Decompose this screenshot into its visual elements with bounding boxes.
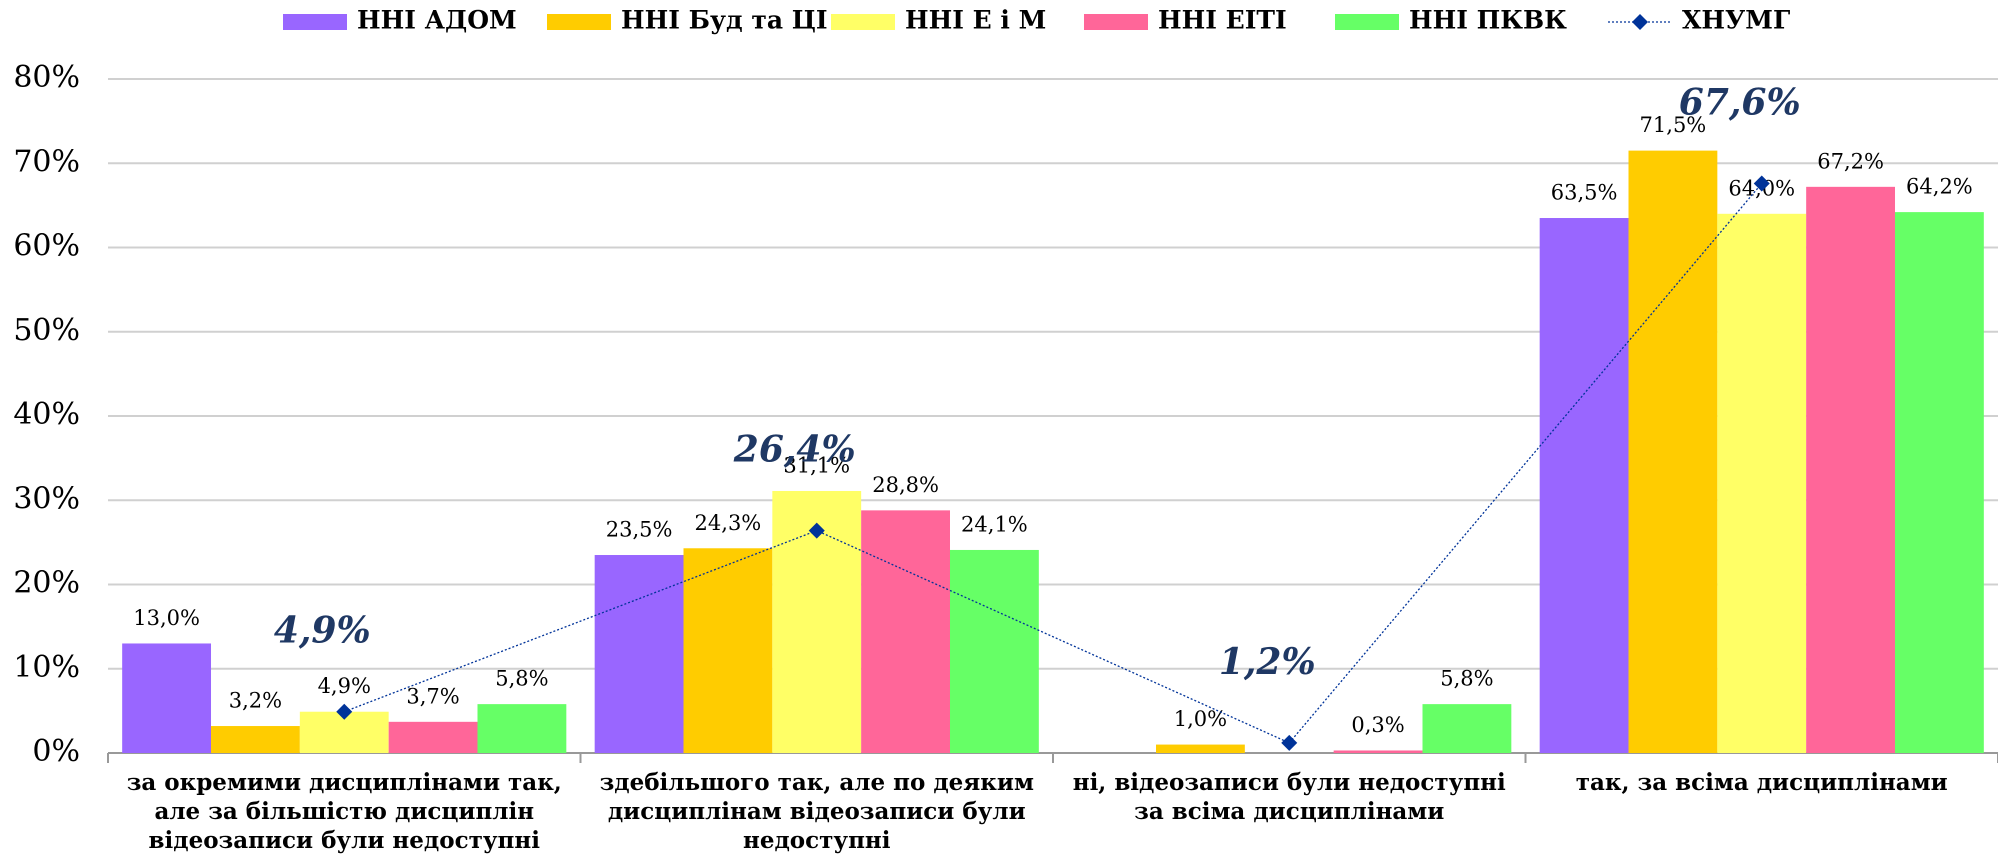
value-label: 1,0% — [1174, 707, 1227, 731]
bar — [1422, 704, 1512, 753]
bar — [1156, 744, 1245, 753]
y-tick-label: 70% — [13, 144, 80, 179]
value-label: 3,2% — [229, 689, 282, 713]
legend-swatch — [547, 14, 611, 30]
legend-swatch — [283, 14, 347, 30]
line-marker — [1753, 175, 1770, 192]
x-tick-label: ні, відеозаписи були недоступні за всіма… — [1072, 769, 1506, 825]
legend-swatch — [1084, 14, 1148, 30]
value-label: 31,1% — [783, 453, 850, 477]
value-label: 71,5% — [1640, 113, 1707, 137]
value-label: 13,0% — [133, 606, 200, 630]
line-marker — [336, 703, 353, 720]
value-label: 0,3% — [1351, 713, 1404, 737]
value-label: 23,5% — [606, 518, 673, 542]
legend-label: ННІ Буд та ЦІ — [621, 6, 828, 35]
bar — [122, 643, 212, 753]
legend-label: ННІ ЕІТІ — [1158, 6, 1287, 35]
line-marker — [1281, 734, 1298, 751]
y-tick-label: 60% — [13, 229, 80, 264]
bar — [1333, 750, 1423, 753]
value-label: 5,8% — [495, 667, 548, 691]
value-label: 28,8% — [872, 473, 939, 497]
bar — [211, 726, 300, 753]
bar — [1628, 150, 1718, 754]
bar — [477, 704, 567, 753]
value-label: 5,8% — [1440, 667, 1493, 691]
bar — [861, 510, 950, 753]
legend-label: ХНУМГ — [1682, 6, 1790, 35]
y-tick-label: 0% — [32, 734, 80, 769]
bar — [949, 549, 1039, 753]
legend-marker — [1632, 14, 1648, 30]
bar — [683, 548, 773, 753]
y-tick-label: 80% — [13, 60, 80, 95]
y-tick-label: 40% — [13, 397, 80, 432]
line — [344, 183, 1763, 744]
value-label: 64,2% — [1906, 175, 1973, 199]
y-tick-label: 30% — [13, 481, 80, 516]
bar — [1717, 213, 1807, 754]
y-tick-label: 50% — [13, 313, 80, 348]
legend-swatch — [1335, 14, 1399, 30]
x-tick-label: за окремими дисциплінами так, але за біл… — [126, 769, 562, 854]
line-value-label: 4,9% — [274, 610, 371, 652]
legend-swatch — [831, 14, 895, 30]
value-label: 4,9% — [318, 674, 371, 698]
line-value-label: 67,6% — [1679, 81, 1801, 123]
value-label: 24,3% — [695, 511, 762, 535]
bar — [1539, 218, 1629, 753]
x-tick-label: здебільшого так, але по деяким дисциплін… — [599, 769, 1034, 854]
line-value-label: 26,4% — [733, 429, 856, 471]
line-value-label: 1,2% — [1219, 641, 1316, 683]
value-label: 24,1% — [961, 512, 1028, 536]
bar — [388, 721, 478, 753]
value-label: 67,2% — [1817, 149, 1884, 173]
y-tick-label: 20% — [13, 566, 80, 601]
legend-label: ННІ ПКВК — [1409, 6, 1567, 35]
legend-label: ННІ АДОМ — [357, 6, 517, 35]
bar — [1894, 212, 1984, 754]
x-tick-label: так, за всіма дисциплінами — [1575, 769, 1948, 796]
bar — [594, 555, 684, 753]
legend-label: ННІ Е і М — [905, 6, 1046, 35]
line-marker — [808, 522, 825, 539]
value-label: 3,7% — [406, 684, 459, 708]
y-tick-label: 10% — [13, 650, 80, 685]
value-label: 63,5% — [1551, 181, 1618, 205]
bar — [1806, 186, 1895, 754]
